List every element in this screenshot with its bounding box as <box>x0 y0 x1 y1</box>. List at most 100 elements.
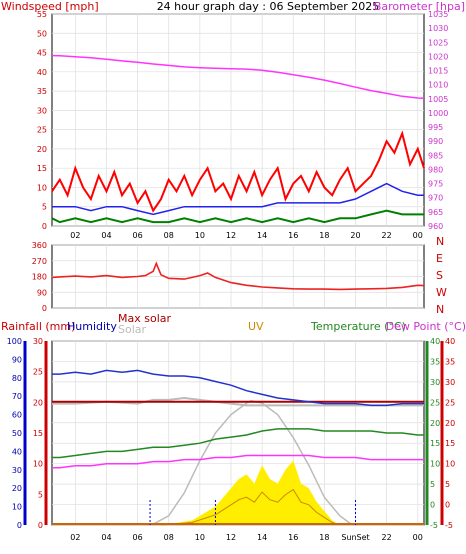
env-series <box>52 369 424 526</box>
wind-x-tick-label: 22 <box>382 231 392 240</box>
windspeed-tick-label: 55 <box>37 10 47 19</box>
barometer-tick-label: 970 <box>428 194 443 203</box>
dew-tick-label: 10 <box>445 460 455 469</box>
windspeed-tick-label: 30 <box>37 106 47 115</box>
dew-tick-label: 30 <box>445 378 455 387</box>
barometer-tick-label: 1000 <box>428 109 448 118</box>
compass-label: N <box>436 303 444 316</box>
temp-tick-label: 35 <box>430 357 440 366</box>
humidity-tick-label: 70 <box>12 392 22 401</box>
temp-tick-label: 15 <box>430 439 440 448</box>
temp-tick-label: 5 <box>430 480 435 489</box>
barometer-tick-label: 995 <box>428 123 443 132</box>
wind-x-tick-label: 06 <box>133 231 143 240</box>
windspeed-tick-label: 25 <box>37 126 47 135</box>
env-x-tick-label: 22 <box>382 533 392 542</box>
env-x-tick-label: 08 <box>164 533 174 542</box>
dew-tick-label: 20 <box>445 419 455 428</box>
windspeed-tick-label: 0 <box>42 222 47 231</box>
windspeed-tick-label: 40 <box>37 68 47 77</box>
legend-rainfall: Rainfall (mm) <box>1 320 75 333</box>
windspeed-tick-label: 15 <box>37 164 47 173</box>
env-x-tick-label: 12 <box>226 533 236 542</box>
env-x-tick-label: 18 <box>319 533 329 542</box>
windspeed-ticks: 0 5 10 15 20 25 30 35 40 45 50 55 <box>37 10 47 231</box>
legend-uv: UV <box>248 320 264 333</box>
humidity-tick-label: 40 <box>12 447 22 456</box>
env-x-tick-label: SunSet <box>341 533 369 542</box>
direction-ticks: 0 90 180 270 360 <box>32 241 47 313</box>
env-x-tick-label: 02 <box>70 533 80 542</box>
barometer-tick-label: 985 <box>428 151 443 160</box>
barometer-tick-label: 1035 <box>428 10 448 19</box>
rain-tick-label: 0 <box>38 521 43 530</box>
dew-tick-label: 0 <box>445 501 450 510</box>
legend-temperature: Temperature (°C) <box>310 320 406 333</box>
barometer-tick-label: 990 <box>428 137 443 146</box>
humidity-tick-label: 20 <box>12 484 22 493</box>
barometer-tick-label: 1020 <box>428 52 448 61</box>
barometer-tick-label: 975 <box>428 180 443 189</box>
dew-tick-label: 5 <box>445 480 450 489</box>
humidity-tick-label: 60 <box>12 411 22 420</box>
wind-x-tick-label: 18 <box>319 231 329 240</box>
series-wind-low <box>51 209 424 224</box>
direction-tick-label: 360 <box>32 241 47 250</box>
compass-label: W <box>436 286 447 299</box>
env-axes: -5 -5 0 0 5 5 10 10 15 15 20 20 25 25 30 30 35 35 40 40 0 10 2… <box>7 337 455 530</box>
windspeed-tick-label: 35 <box>37 87 47 96</box>
dew-tick-label: -5 <box>445 521 453 530</box>
wind-x-tick-label: 20 <box>350 231 360 240</box>
temp-tick-label: 0 <box>430 501 435 510</box>
barometer-tick-label: 980 <box>428 165 443 174</box>
wind-series <box>51 54 425 224</box>
wind-x-tick-label: 16 <box>288 231 298 240</box>
humidity-tick-label: 80 <box>12 374 22 383</box>
series-wind-average <box>52 182 424 216</box>
series-direction <box>51 261 425 291</box>
temp-tick-label: 20 <box>430 419 440 428</box>
wind-x-tick-label: 00 <box>413 231 423 240</box>
env-x-tick-label: 10 <box>195 533 205 542</box>
legend-solar: Solar <box>118 323 147 336</box>
wind-x-tick-label: 14 <box>257 231 267 240</box>
compass-label: N <box>436 235 444 248</box>
compass-label: S <box>436 269 443 282</box>
wind-x-tick-label: 12 <box>226 231 236 240</box>
series-uv <box>160 488 341 526</box>
series-barometer <box>51 54 425 99</box>
barometer-tick-label: 1010 <box>428 81 448 90</box>
series-wind-gust <box>51 130 425 213</box>
temp-tick-label: -5 <box>430 521 438 530</box>
temp-tick-label: 10 <box>430 460 440 469</box>
barometer-ticks: 960 965 970 975 980 985 990 995 1000 1005 1010 1015… <box>428 10 448 231</box>
dew-tick-label: 35 <box>445 357 455 366</box>
temp-tick-label: 25 <box>430 398 440 407</box>
barometer-tick-label: 1005 <box>428 95 448 104</box>
wind-x-tick-label: 04 <box>101 231 111 240</box>
windspeed-axis-title: Windspeed [mph] <box>1 0 99 13</box>
barometer-axis-title: Barometer [hpa] <box>374 0 465 13</box>
legend-humidity: Humidity <box>67 320 117 333</box>
windspeed-tick-label: 45 <box>37 49 47 58</box>
direction-tick-label: 180 <box>32 273 47 282</box>
wind-x-tick-label: 10 <box>195 231 205 240</box>
rain-tick-label: 5 <box>38 490 43 499</box>
wind-x-ticks: 02 04 06 08 10 12 14 16 18 20 22 00 <box>70 231 423 240</box>
dew-tick-label: 25 <box>445 398 455 407</box>
dew-tick-label: 40 <box>445 337 455 346</box>
uv-area <box>161 460 340 525</box>
humidity-tick-label: 30 <box>12 466 22 475</box>
windspeed-tick-label: 50 <box>37 29 47 38</box>
direction-tick-label: 0 <box>42 304 47 313</box>
graph-title: 24 hour graph day : 06 September 2025 <box>157 0 380 13</box>
compass-label: E <box>436 252 443 265</box>
env-x-tick-label: 04 <box>101 533 111 542</box>
dew-tick-label: 15 <box>445 439 455 448</box>
env-x-tick-label: 16 <box>288 533 298 542</box>
humidity-tick-label: 90 <box>12 355 22 364</box>
legend-dew-point: Dew Point (°C) <box>386 320 466 333</box>
humidity-tick-label: 100 <box>7 337 22 346</box>
env-x-tick-label: 00 <box>413 533 423 542</box>
